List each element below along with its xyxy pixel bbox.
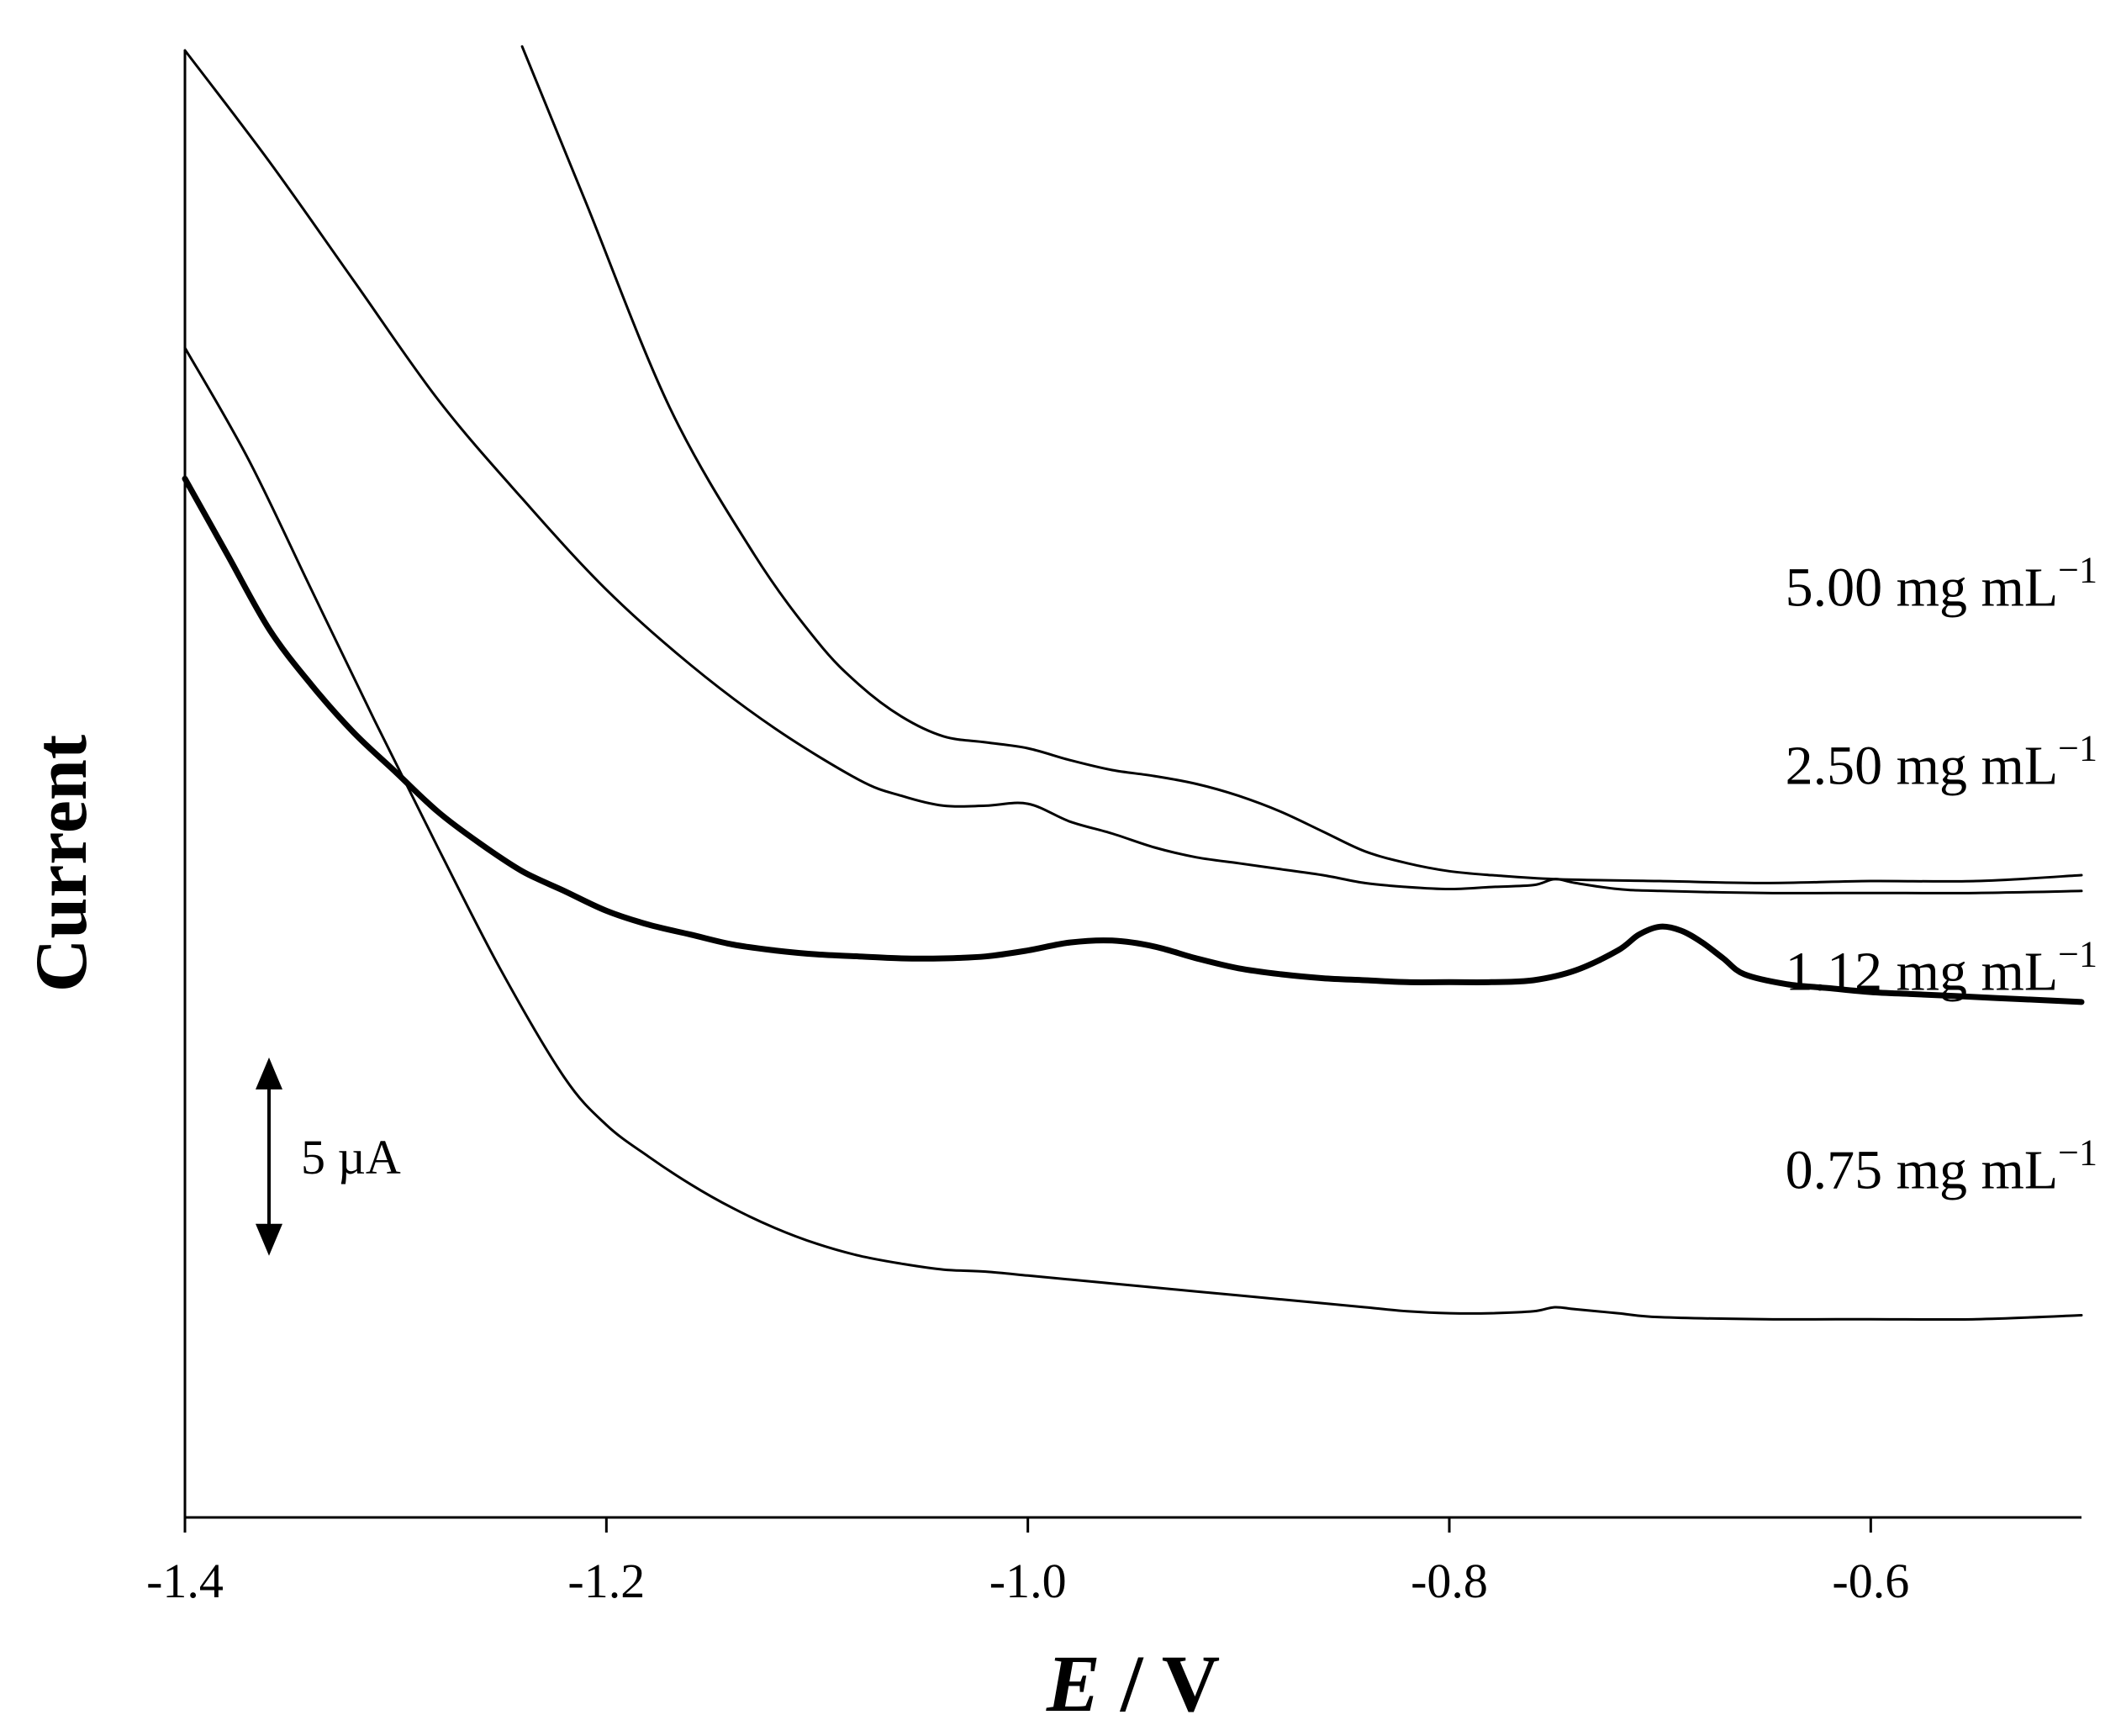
series-line-1: [520, 45, 2083, 884]
scale-bar: 5 µA: [256, 1057, 401, 1256]
series-label-3: 1.12 mg mL−1: [1786, 934, 2097, 1003]
series-line-2: [183, 49, 2083, 894]
x-tick-label: -0.6: [1832, 1554, 1909, 1608]
x-tick-label: -1.4: [146, 1554, 224, 1608]
series-label-text: 5.00 mg mL: [1786, 557, 2059, 618]
axes: [183, 50, 2081, 1519]
series-label-1: 5.00 mg mL−1: [1786, 549, 2097, 618]
series-label-2: 2.50 mg mL−1: [1786, 728, 2097, 797]
x-ticks: -1.4 -1.2 -1.0 -0.8 -0.6: [146, 1517, 1909, 1608]
x-tick-label: -1.0: [989, 1554, 1067, 1608]
series-label-exponent: −1: [2058, 549, 2097, 590]
series-label-exponent: −1: [2058, 728, 2097, 769]
scale-bar-arrow-down: [256, 1223, 282, 1256]
series-label-text: 1.12 mg mL: [1786, 942, 2059, 1003]
x-axis-label: E / V: [1046, 1638, 1220, 1728]
series-label-text: 2.50 mg mL: [1786, 736, 2059, 797]
series-label-4: 0.75 mg mL−1: [1786, 1132, 2097, 1201]
scale-bar-label: 5 µA: [301, 1130, 401, 1185]
scale-bar-arrow-up: [256, 1057, 282, 1090]
series-line-4: [183, 346, 2083, 1322]
series-curves: [182, 45, 2085, 1322]
x-tick-label: -1.2: [567, 1554, 645, 1608]
x-tick-label: -0.8: [1411, 1554, 1488, 1608]
y-axis-label: Current: [21, 735, 103, 992]
series-label-exponent: −1: [2058, 934, 2097, 975]
series-labels: 5.00 mg mL−12.50 mg mL−11.12 mg mL−10.75…: [1786, 549, 2097, 1200]
series-line-3: [182, 475, 2085, 1005]
series-label-exponent: −1: [2058, 1132, 2097, 1174]
x-axis-symbol: E: [1046, 1638, 1100, 1728]
series-label-text: 0.75 mg mL: [1786, 1140, 2059, 1201]
x-axis-unit: / V: [1100, 1638, 1220, 1728]
